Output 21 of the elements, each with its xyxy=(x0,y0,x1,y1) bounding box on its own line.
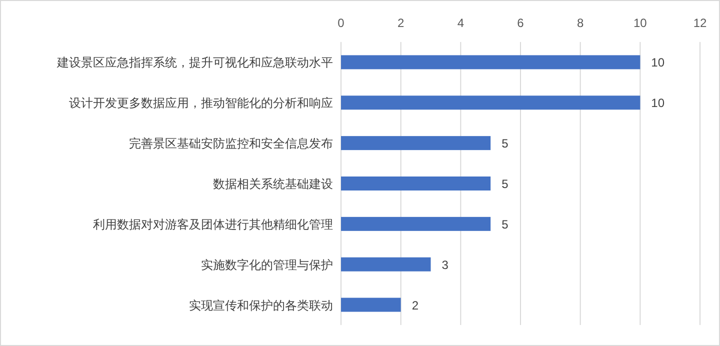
category-label: 建设景区应急指挥系统，提升可视化和应急联动水平 xyxy=(57,56,333,70)
data-label: 2 xyxy=(412,298,419,312)
data-label: 3 xyxy=(442,258,448,272)
tick-label: 2 xyxy=(398,16,404,30)
tick-label: 6 xyxy=(517,16,524,30)
data-label: 5 xyxy=(502,177,508,191)
category-label: 利用数据对对游客及团体进行其他精细化管理 xyxy=(93,217,333,232)
data-label: 10 xyxy=(651,96,665,110)
category-label: 完善景区基础安防监控和安全信息发布 xyxy=(129,136,333,151)
data-label: 5 xyxy=(502,217,508,232)
category-label: 设计开发更多数据应用，推动智能化的分析和响应 xyxy=(69,96,333,110)
tick-label: 0 xyxy=(338,16,344,30)
category-label: 实施数字化的管理与保护 xyxy=(201,258,333,272)
data-label: 10 xyxy=(651,56,665,70)
tick-label: 4 xyxy=(457,16,464,30)
category-label: 实现宣传和保护的各类联动 xyxy=(189,298,333,312)
data-label: 5 xyxy=(502,136,508,151)
category-label: 数据相关系统基础建设 xyxy=(213,177,333,191)
tick-label: 8 xyxy=(577,16,584,30)
tick-label: 10 xyxy=(633,16,647,30)
tick-label: 12 xyxy=(693,16,707,30)
